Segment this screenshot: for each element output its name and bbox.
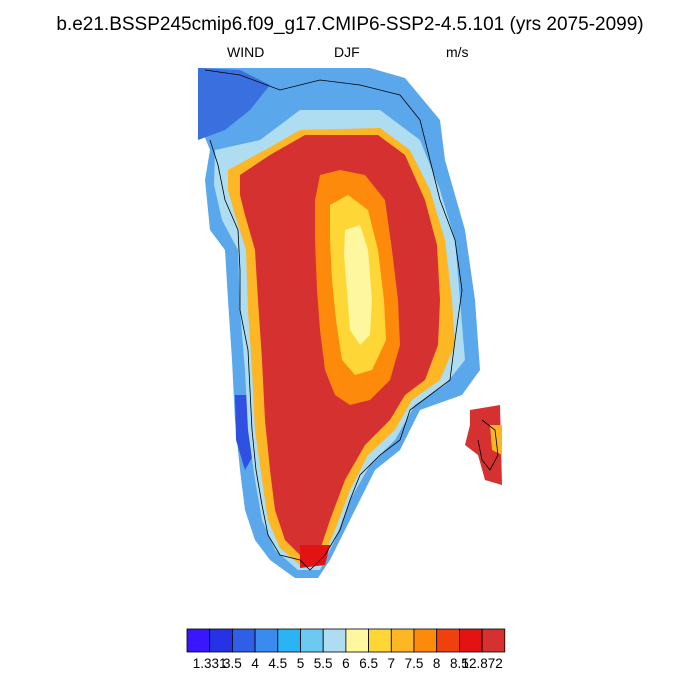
colorbar-tick-label: 5 [296, 656, 305, 671]
colorbar-swatch [209, 628, 233, 653]
colorbar-swatch [413, 628, 438, 653]
colorbar-tick-label: 4 [251, 656, 259, 671]
colorbar-tick-label: 1.331 [192, 656, 227, 671]
colorbar-swatch [254, 628, 279, 653]
colorbar-tick-label: 6.5 [359, 656, 378, 671]
plot-title: b.e21.BSSP245cmip6.f09_g17.CMIP6-SSP2-4.… [56, 14, 644, 35]
colorbar-swatch [277, 628, 301, 653]
island-coastline [477, 419, 499, 471]
colorbar [186, 628, 506, 653]
season-label: DJF [334, 44, 360, 60]
colorbar-swatch [368, 628, 392, 653]
colorbar-swatch [186, 628, 211, 653]
colorbar-tick-label: 3.5 [223, 656, 242, 671]
units-label: m/s [446, 44, 469, 60]
colorbar-tick-label: 6 [342, 656, 350, 671]
colorbar-swatch [436, 628, 460, 653]
colorbar-swatch [231, 628, 256, 653]
coastal-dark-blue-patch [198, 68, 270, 140]
colorbar-swatch [345, 628, 369, 653]
colorbar-tick-label: 12.872 [461, 656, 503, 671]
colorbar-tick-label: 8.5 [450, 656, 469, 671]
colorbar-tick-label: 5.5 [313, 656, 333, 671]
colorbar-tick-label: 7.5 [404, 656, 424, 671]
colorbar-tick-label: 7 [387, 656, 396, 671]
coastline [204, 69, 463, 571]
colorbar-swatch [300, 628, 324, 653]
colorbar-swatch [458, 628, 483, 653]
red-patch [300, 545, 330, 568]
variable-label: WIND [227, 44, 265, 60]
colorbar-swatch [322, 628, 347, 653]
colorbar-tick-label: 8 [432, 656, 441, 671]
colorbar-tick-label: 4.5 [268, 656, 288, 671]
colorbar-swatch [390, 628, 415, 653]
inner-pale-core [344, 225, 372, 345]
colorbar-swatch [481, 628, 506, 653]
